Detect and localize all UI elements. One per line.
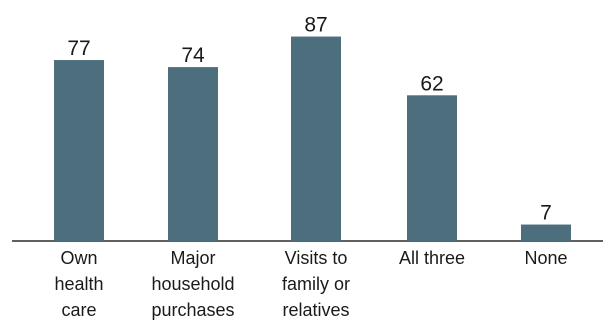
category-label: Major household purchases: [151, 248, 234, 320]
bar: [407, 95, 457, 241]
category-label-line: relatives: [282, 300, 349, 320]
category-label: Visits to family or relatives: [282, 248, 350, 320]
bar-value-label: 77: [67, 37, 90, 60]
category-label-line: care: [61, 300, 96, 320]
category-labels-group: Own health care Major household purchases Visi…: [54, 248, 567, 320]
value-labels-group: 77 74 87 62 7: [67, 14, 552, 225]
bar-value-label: 7: [540, 202, 552, 225]
bars-group: [54, 36, 571, 241]
bar: [521, 224, 571, 241]
category-label-line: family or: [282, 274, 350, 294]
bar: [168, 67, 218, 241]
category-label-line: health: [54, 274, 103, 294]
category-label: All three: [399, 248, 465, 268]
category-label: Own health care: [54, 248, 103, 320]
bar-value-label: 87: [304, 14, 327, 37]
bar: [54, 60, 104, 241]
bar: [291, 36, 341, 241]
category-label-line: All three: [399, 248, 465, 268]
category-label-line: Major: [170, 248, 215, 268]
bar-value-label: 74: [181, 44, 205, 67]
bar-value-label: 62: [420, 72, 443, 95]
category-label-line: None: [524, 248, 567, 268]
category-label-line: Own: [60, 248, 97, 268]
category-label-line: Visits to: [285, 248, 348, 268]
category-label-line: household: [151, 274, 234, 294]
category-label-line: purchases: [151, 300, 234, 320]
category-label: None: [524, 248, 567, 268]
